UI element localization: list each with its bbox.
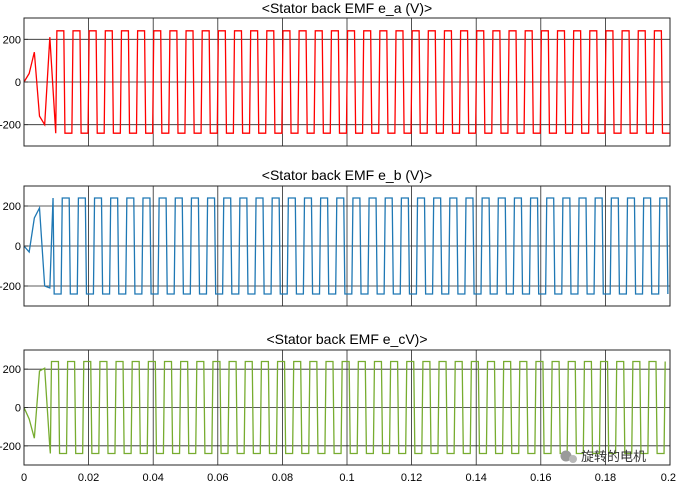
x-tick-label: 0.12 [401, 472, 422, 484]
plot-e-b: -200 0 200 <Stator back EMF e_b (V)> [0, 167, 671, 307]
y-tick-label: 0 [15, 403, 21, 415]
series-line-e_b [23, 197, 669, 295]
series-line-e_c [23, 360, 666, 455]
watermark-text: 旋转的电机 [581, 449, 646, 464]
chart-title: <Stator back EMF e_b (V)> [262, 167, 432, 183]
x-tick-label: 0.04 [142, 472, 163, 484]
y-tick-label: 0 [15, 77, 21, 89]
x-tick-label: 0.02 [78, 472, 99, 484]
chart-title: <Stator back EMF e_a (V)> [262, 0, 432, 16]
plot-e-a: -200 0 200 <Stator back EMF e_a (V)> [0, 0, 671, 147]
plot-e-c: -200 0 200 0 0.02 0.04 0.06 0.08 0.1 0.12 0.14 0.16… [0, 331, 676, 484]
y-tick-label: -200 [0, 281, 21, 293]
x-tick-label: 0 [21, 472, 27, 484]
y-tick-label: 200 [3, 34, 21, 46]
series-line-e_a [23, 30, 670, 134]
x-tick-label: 0.2 [661, 472, 676, 484]
watermark: 旋转的电机 [560, 449, 646, 464]
x-tick-label: 0.08 [272, 472, 293, 484]
x-tick-label: 0.1 [339, 472, 354, 484]
chart-title: <Stator back EMF e_cV)> [266, 331, 427, 347]
wechat-icon [560, 450, 572, 462]
wechat-icon-small [569, 455, 577, 463]
x-tick-label: 0.16 [530, 472, 551, 484]
y-tick-label: 0 [15, 241, 21, 253]
x-tick-label: 0.18 [595, 472, 616, 484]
y-tick-label: 200 [3, 201, 21, 213]
x-tick-label: 0.14 [465, 472, 486, 484]
y-tick-label: -200 [0, 120, 21, 132]
y-tick-label: -200 [0, 441, 21, 453]
x-tick-label: 0.06 [207, 472, 228, 484]
y-tick-label: 200 [3, 364, 21, 376]
